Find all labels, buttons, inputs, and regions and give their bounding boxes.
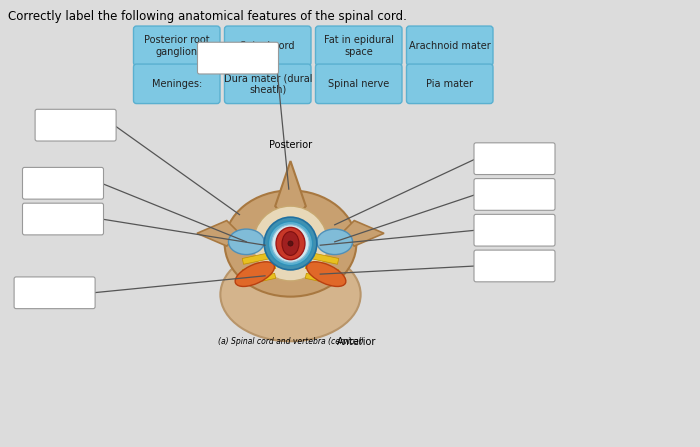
FancyBboxPatch shape bbox=[35, 110, 116, 141]
Ellipse shape bbox=[225, 190, 356, 297]
FancyBboxPatch shape bbox=[134, 26, 220, 66]
Text: Meninges:: Meninges: bbox=[152, 79, 202, 89]
Ellipse shape bbox=[282, 232, 299, 255]
Ellipse shape bbox=[317, 229, 353, 255]
FancyBboxPatch shape bbox=[316, 64, 402, 104]
Ellipse shape bbox=[272, 225, 309, 262]
Ellipse shape bbox=[268, 221, 313, 266]
FancyBboxPatch shape bbox=[474, 143, 555, 174]
Text: Fat in epidural
space: Fat in epidural space bbox=[323, 35, 393, 57]
Text: (a) Spinal cord and vertebra (cervical): (a) Spinal cord and vertebra (cervical) bbox=[218, 337, 364, 346]
Polygon shape bbox=[342, 220, 384, 246]
Text: Correctly label the following anatomical features of the spinal cord.: Correctly label the following anatomical… bbox=[8, 10, 407, 23]
FancyBboxPatch shape bbox=[14, 277, 95, 308]
Text: Dura mater (dural
sheath): Dura mater (dural sheath) bbox=[223, 73, 312, 95]
FancyBboxPatch shape bbox=[22, 203, 104, 235]
FancyBboxPatch shape bbox=[22, 168, 104, 199]
Ellipse shape bbox=[235, 262, 274, 287]
FancyBboxPatch shape bbox=[134, 64, 220, 104]
FancyBboxPatch shape bbox=[474, 215, 555, 246]
FancyBboxPatch shape bbox=[474, 179, 555, 210]
Ellipse shape bbox=[220, 248, 360, 341]
FancyBboxPatch shape bbox=[316, 26, 402, 66]
FancyArrow shape bbox=[242, 263, 276, 275]
FancyArrow shape bbox=[305, 263, 339, 275]
FancyBboxPatch shape bbox=[225, 26, 311, 66]
FancyBboxPatch shape bbox=[225, 64, 311, 104]
FancyArrow shape bbox=[242, 273, 276, 285]
Polygon shape bbox=[197, 220, 239, 246]
FancyArrow shape bbox=[242, 252, 276, 264]
FancyBboxPatch shape bbox=[407, 64, 493, 104]
Ellipse shape bbox=[228, 229, 264, 255]
Ellipse shape bbox=[276, 228, 305, 260]
Text: Spinal nerve: Spinal nerve bbox=[328, 79, 389, 89]
Polygon shape bbox=[275, 161, 306, 215]
FancyBboxPatch shape bbox=[197, 42, 279, 74]
FancyArrow shape bbox=[305, 273, 339, 285]
FancyBboxPatch shape bbox=[474, 250, 555, 282]
Text: Spinal cord: Spinal cord bbox=[241, 41, 295, 51]
Text: Posterior: Posterior bbox=[269, 140, 312, 150]
Text: Anterior: Anterior bbox=[337, 337, 377, 347]
Text: Arachnoid mater: Arachnoid mater bbox=[409, 41, 491, 51]
FancyArrow shape bbox=[305, 252, 339, 264]
FancyBboxPatch shape bbox=[407, 26, 493, 66]
Ellipse shape bbox=[288, 241, 293, 246]
Ellipse shape bbox=[264, 217, 317, 270]
Text: Pia mater: Pia mater bbox=[426, 79, 473, 89]
Ellipse shape bbox=[253, 206, 328, 281]
Ellipse shape bbox=[307, 262, 346, 287]
Text: Posterior root
ganglion: Posterior root ganglion bbox=[144, 35, 209, 57]
